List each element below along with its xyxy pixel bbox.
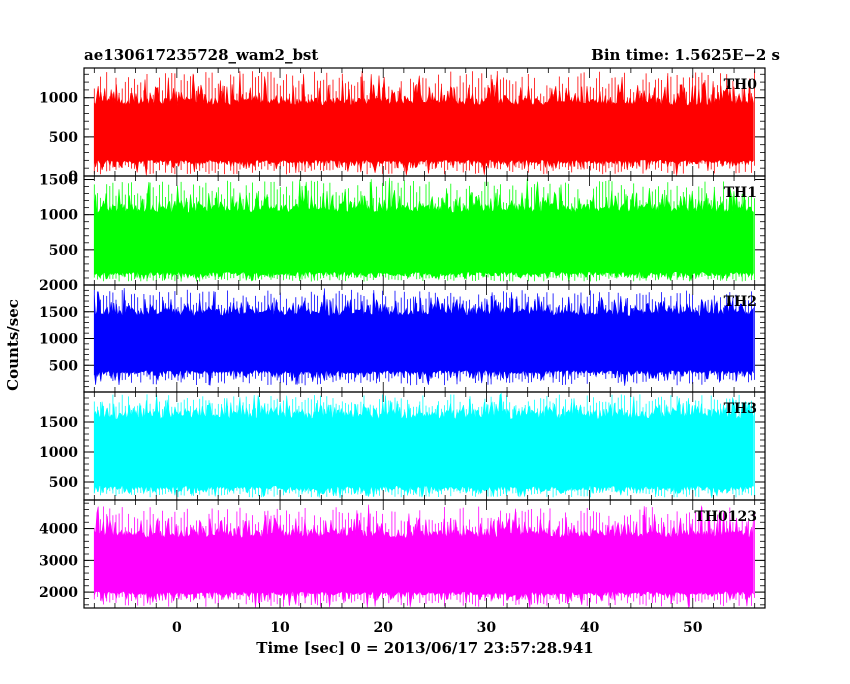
x-tick-label: 50 — [683, 620, 703, 636]
x-tick-label: 0 — [172, 620, 182, 636]
y-tick-label: 3000 — [39, 553, 78, 569]
panel-label-th0123: TH0123 — [694, 509, 757, 525]
y-tick-label: 1000 — [39, 332, 78, 348]
panel-label-th3: TH3 — [724, 401, 757, 417]
chart-subtitle: Bin time: 1.5625E−2 s — [591, 46, 780, 64]
x-tick-label: 10 — [270, 620, 290, 636]
panel-label-th0: TH0 — [724, 77, 758, 93]
y-tick-label: 1500 — [39, 173, 78, 189]
panel-th1: 500 1000 1500 TH1 — [39, 173, 766, 286]
panel-th0123: 2000 3000 4000 TH0123 — [39, 499, 766, 609]
y-tick-label: 2000 — [39, 278, 78, 294]
y-axis-label: Counts/sec — [4, 299, 22, 391]
panels-group: 0 500 1000 TH0 500 1000 1500 TH1 500 1000 1500 2000… — [39, 67, 766, 609]
y-tick-label: 1000 — [39, 208, 78, 224]
x-tick-label: 30 — [477, 620, 497, 636]
y-tick-label: 4000 — [39, 522, 78, 538]
y-tick-label: 500 — [49, 130, 78, 146]
y-tick-label: 500 — [49, 358, 78, 374]
panel-th2: 500 1000 1500 2000 TH2 — [39, 278, 766, 393]
y-tick-label: 2000 — [39, 585, 78, 601]
panel-th3: 500 1000 1500 TH3 — [39, 391, 766, 501]
y-tick-label: 1500 — [39, 415, 78, 431]
panel-label-th2: TH2 — [724, 294, 757, 310]
chart-title: ae130617235728_wam2_bst — [84, 46, 318, 64]
y-tick-label: 500 — [49, 243, 78, 259]
x-axis-label: Time [sec] 0 = 2013/06/17 23:57:28.941 — [256, 639, 593, 657]
y-tick-label: 500 — [49, 475, 78, 491]
panel-th0: 0 500 1000 TH0 — [39, 67, 766, 185]
y-tick-label: 1000 — [39, 445, 78, 461]
panel-label-th1: TH1 — [724, 185, 757, 201]
y-tick-label: 1500 — [39, 305, 78, 321]
x-tick-label: 20 — [373, 620, 393, 636]
y-tick-label: 0 — [68, 169, 78, 185]
y-tick-label: 1000 — [39, 91, 78, 107]
x-axis-tick-labels: 0 10 20 30 40 50 — [172, 620, 703, 636]
x-tick-label: 40 — [580, 620, 600, 636]
